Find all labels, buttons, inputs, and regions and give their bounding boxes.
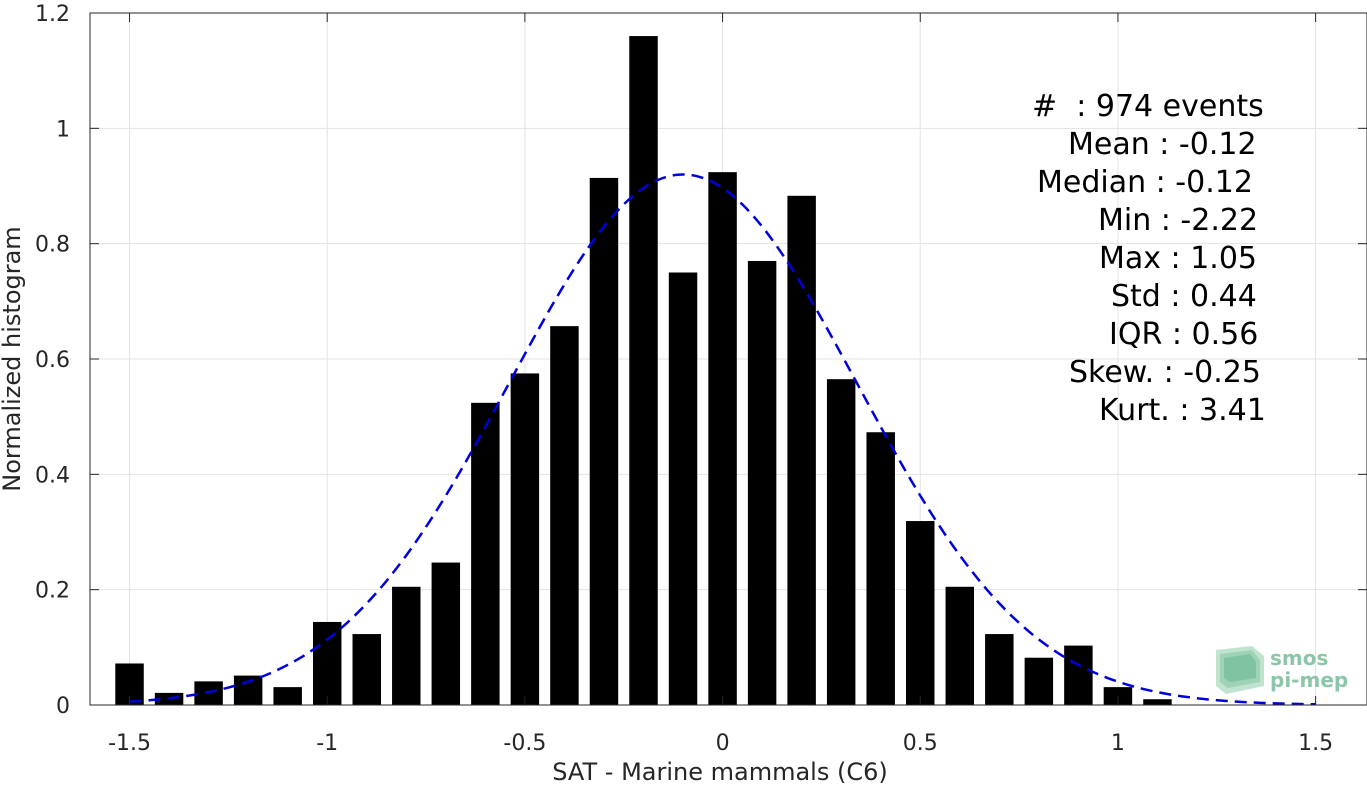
y-tick-label: 0.8: [35, 233, 70, 258]
stat-median: Median : -0.12: [1037, 165, 1253, 200]
stat-std: Std : 0.44: [1111, 279, 1257, 314]
smos-pimep-logo: smos pi-mep: [1212, 642, 1352, 698]
x-tick-label: 0.5: [903, 731, 938, 756]
y-tick-label: 1.2: [35, 2, 70, 27]
gaussian-fit-curve: [129, 173, 1316, 706]
stat-kurt: Kurt. : 3.41: [1099, 393, 1266, 428]
x-axis-label: SAT - Marine mammals (C6): [552, 758, 887, 785]
histogram-bar: [273, 687, 302, 705]
y-tick-label: 1: [56, 117, 70, 142]
logo-waves-icon: [1216, 646, 1264, 694]
histogram-bar: [312, 621, 342, 705]
logo-text-line1: smos: [1270, 646, 1329, 670]
histogram-bar: [510, 373, 540, 705]
histogram-bar: [866, 432, 895, 705]
stat-min: Min : -2.22: [1098, 203, 1259, 238]
histogram-bar: [550, 326, 579, 705]
histogram-bar: [629, 36, 658, 706]
stat-max: Max : 1.05: [1099, 241, 1257, 276]
histogram-bars: [115, 36, 1172, 706]
x-tick-label: 1.5: [1298, 731, 1333, 756]
stat-mean: Mean : -0.12: [1068, 127, 1257, 162]
stat-iqr: IQR : 0.56: [1109, 317, 1259, 352]
y-tick-label: 0: [56, 694, 70, 719]
x-tick-label: -1: [316, 731, 338, 756]
y-tick-label: 0.2: [35, 579, 70, 604]
y-tick-label: 0.6: [35, 348, 70, 373]
histogram-bar: [233, 675, 263, 705]
histogram-bar: [787, 195, 816, 705]
histogram-bar: [668, 272, 698, 705]
histogram-bar: [471, 402, 500, 705]
x-tick-label: 0: [716, 731, 730, 756]
stat-skew: Skew. : -0.25: [1069, 355, 1261, 390]
histogram-bar: [985, 634, 1014, 705]
x-tick-label: 1: [1111, 731, 1125, 756]
histogram-bar: [1024, 657, 1054, 705]
stat-count: # : 974 events: [1032, 89, 1264, 124]
histogram-bar: [1064, 645, 1093, 705]
x-tick-label: -0.5: [503, 731, 546, 756]
histogram-bar: [392, 586, 421, 705]
histogram-bar: [352, 634, 381, 705]
histogram-bar: [431, 562, 461, 705]
axis-ticks: -1.5 -1 -0.5 0 0.5 1 1.5 0 0.2 0.4 0.6 0.8 1 1.2: [35, 2, 1367, 756]
y-axis-label: Normalized histogram: [0, 226, 26, 491]
histogram-bar: [1143, 699, 1172, 705]
histogram-bar: [826, 379, 856, 705]
histogram-bar: [906, 521, 935, 705]
histogram-bar: [945, 586, 975, 705]
x-tick-label: -1.5: [108, 731, 151, 756]
y-tick-label: 0.4: [35, 463, 70, 488]
logo-text-line2: pi-mep: [1270, 668, 1349, 692]
histogram-bar: [708, 172, 737, 705]
histogram-bar: [589, 177, 619, 706]
histogram-bar: [747, 260, 777, 705]
